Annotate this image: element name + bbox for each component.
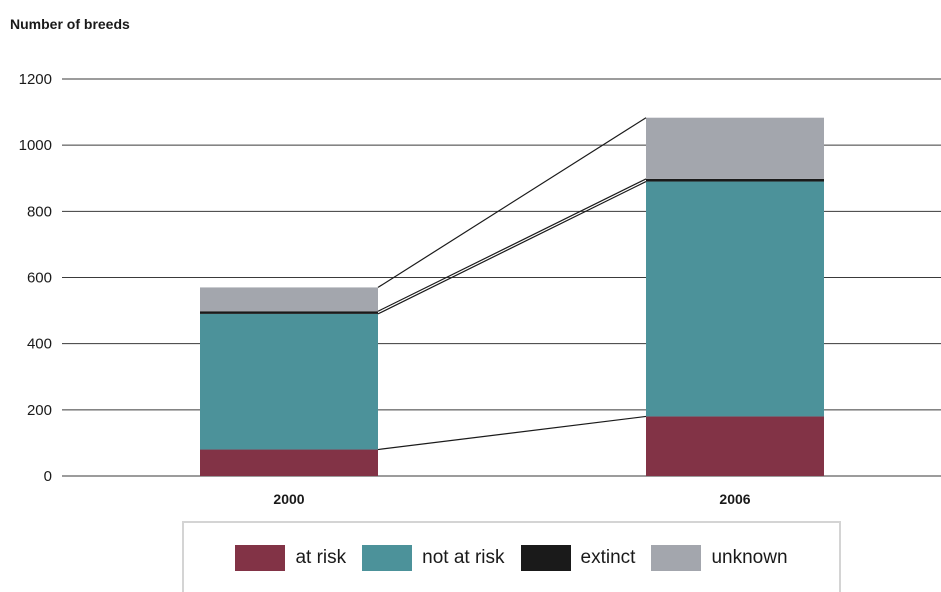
connector-line-not-at-risk: [377, 181, 647, 315]
legend-swatch-not-at-risk: [362, 544, 413, 571]
x-tick-label-2000: 2000: [273, 491, 304, 507]
bar-2006-not-at-risk: [646, 181, 824, 417]
y-tick-label-600: 600: [27, 270, 52, 287]
bar-2000-unknown: [200, 287, 378, 312]
legend-item-not-at-risk: not at risk: [362, 544, 505, 571]
y-axis-title: Number of breeds: [10, 16, 130, 32]
x-tick-label-2006: 2006: [719, 491, 750, 507]
legend-item-unknown: unknown: [651, 544, 788, 571]
bar-2006-extinct: [646, 178, 824, 182]
legend-swatch-at-risk: [235, 544, 286, 571]
legend-label-unknown: unknown: [711, 546, 788, 568]
y-tick-label-400: 400: [27, 336, 52, 353]
bar-2000-at-risk: [200, 449, 378, 476]
connector-line-at-risk: [377, 415, 647, 451]
y-tick-label-800: 800: [27, 203, 52, 220]
y-tick-label-1200: 1200: [19, 71, 52, 88]
legend-swatch-extinct: [520, 544, 571, 571]
bar-2006-at-risk: [646, 416, 824, 476]
y-tick-label-1000: 1000: [19, 137, 52, 154]
bar-2000-not-at-risk: [200, 313, 378, 450]
legend: at risk not at risk extinct unknown: [182, 521, 841, 592]
bar-2006-unknown: [646, 117, 824, 179]
legend-item-at-risk: at risk: [235, 544, 347, 571]
y-tick-label-200: 200: [27, 402, 52, 419]
legend-label-not-at-risk: not at risk: [422, 546, 505, 568]
legend-label-extinct: extinct: [580, 546, 636, 568]
legend-label-at-risk: at risk: [295, 546, 347, 568]
connector-line-extinct: [377, 178, 647, 312]
y-tick-label-0: 0: [44, 468, 52, 485]
connector-line-unknown: [377, 117, 647, 288]
legend-swatch-unknown: [651, 544, 702, 571]
bar-2000-extinct: [200, 311, 378, 314]
legend-item-extinct: extinct: [520, 544, 636, 571]
